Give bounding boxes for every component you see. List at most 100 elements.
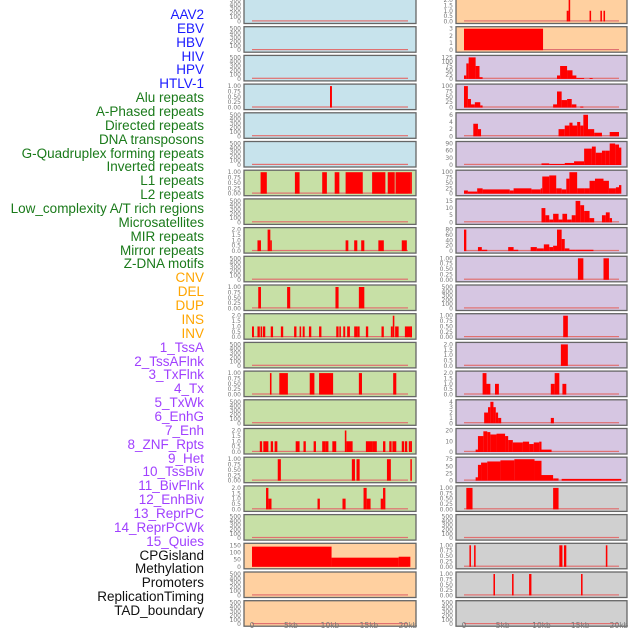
data-bar — [577, 121, 581, 137]
y-tick-label: 0 — [237, 219, 241, 226]
data-bar — [470, 104, 475, 108]
y-tick-label: 1.00 — [440, 571, 454, 578]
track-label: CPGisland — [139, 547, 204, 563]
y-tick-label: 4 — [449, 399, 453, 406]
data-bar — [380, 498, 384, 510]
track-label: HPV — [176, 62, 204, 78]
y-tick-label: 500 — [230, 26, 242, 33]
data-bar — [567, 70, 573, 79]
data-bar — [302, 326, 305, 338]
panel-background — [243, 600, 417, 627]
data-bar — [468, 57, 476, 79]
y-tick-label: 0.00 — [228, 306, 242, 313]
y-tick-label: 400 — [230, 346, 242, 353]
data-bar — [571, 215, 576, 223]
track-panel: 1.000.750.500.250.00 — [440, 542, 628, 571]
data-bar — [572, 125, 578, 137]
data-bar — [483, 431, 488, 452]
y-tick-label: 75 — [445, 456, 453, 463]
y-tick-label: 300 — [230, 350, 242, 357]
data-bar — [356, 459, 360, 481]
data-bar — [576, 78, 585, 79]
track-label: Z-DNA motifs — [123, 256, 204, 272]
y-tick-label: 0 — [237, 76, 241, 83]
y-tick-label: 200 — [230, 153, 242, 160]
y-tick-label: 1.5 — [443, 347, 453, 354]
y-tick-label: 2.0 — [231, 227, 241, 234]
y-tick-label: 100 — [230, 531, 242, 538]
data-bar — [270, 240, 272, 252]
data-bar — [266, 487, 269, 510]
y-tick-label: 0.75 — [440, 261, 454, 268]
y-tick-label: 0.75 — [228, 175, 242, 182]
data-bar — [395, 172, 411, 194]
x-tick-label: 15kb — [571, 621, 590, 630]
data-bar — [259, 441, 263, 452]
data-bar — [354, 240, 358, 252]
y-tick-label: 0.00 — [228, 191, 242, 198]
data-bar — [569, 122, 573, 137]
y-tick-label: 400 — [442, 604, 454, 611]
data-bar — [560, 344, 568, 366]
panel-background — [243, 140, 417, 168]
y-tick-label: 300 — [442, 608, 454, 615]
data-bar — [512, 442, 523, 452]
y-tick-label: 1.0 — [443, 381, 453, 388]
data-bar — [390, 326, 393, 338]
y-tick-label: 0.0 — [231, 449, 241, 456]
track-label: 5_TxWk — [154, 395, 204, 411]
y-tick-label: 0.0 — [443, 392, 453, 399]
data-bar — [553, 478, 559, 481]
panel-background — [243, 54, 417, 82]
y-tick-label: 0.50 — [440, 553, 454, 560]
data-bar — [545, 215, 550, 223]
y-tick-label: 0.50 — [228, 180, 242, 187]
baseline — [252, 623, 408, 625]
baseline — [464, 594, 619, 596]
y-tick-label: 0.25 — [228, 386, 242, 393]
y-tick-label: 0.25 — [440, 271, 454, 278]
baseline — [252, 422, 408, 424]
data-bar — [601, 215, 606, 223]
track-label: Promoters — [141, 575, 204, 591]
data-bar — [267, 229, 271, 252]
track-panel: 2.01.51.00.50.0 — [443, 341, 628, 370]
y-tick-label: 50 — [445, 67, 453, 74]
data-bar — [539, 441, 542, 452]
panel-background — [243, 571, 417, 599]
y-tick-label: 500 — [230, 198, 242, 205]
y-tick-label: 125 — [442, 54, 454, 61]
data-bar — [605, 212, 610, 223]
data-bar — [549, 175, 557, 194]
y-tick-label: 300 — [230, 580, 242, 587]
data-bar — [347, 326, 350, 338]
data-bar — [378, 240, 384, 252]
data-bar — [270, 441, 274, 452]
data-bar — [563, 545, 567, 567]
data-bar — [561, 239, 565, 252]
y-tick-label: 0.50 — [440, 266, 454, 273]
data-bar — [372, 441, 377, 452]
y-tick-label: 1.5 — [231, 433, 241, 440]
data-bar — [561, 478, 622, 481]
data-bar — [486, 383, 491, 395]
data-bar — [295, 441, 300, 452]
y-tick-label: 1.5 — [231, 490, 241, 497]
data-bar — [467, 191, 478, 194]
data-bar — [561, 189, 567, 194]
data-bar — [605, 545, 608, 567]
baseline — [464, 364, 619, 366]
baseline — [252, 77, 408, 79]
y-tick-label: 1.5 — [231, 232, 241, 239]
data-bar — [404, 326, 411, 338]
data-bar — [263, 441, 269, 452]
data-bar — [509, 190, 514, 194]
y-tick-label: 400 — [230, 1, 242, 8]
y-tick-label: 400 — [230, 202, 242, 209]
data-bar — [493, 407, 496, 424]
panel-background — [455, 284, 628, 312]
track-label: Methylation — [134, 561, 204, 577]
